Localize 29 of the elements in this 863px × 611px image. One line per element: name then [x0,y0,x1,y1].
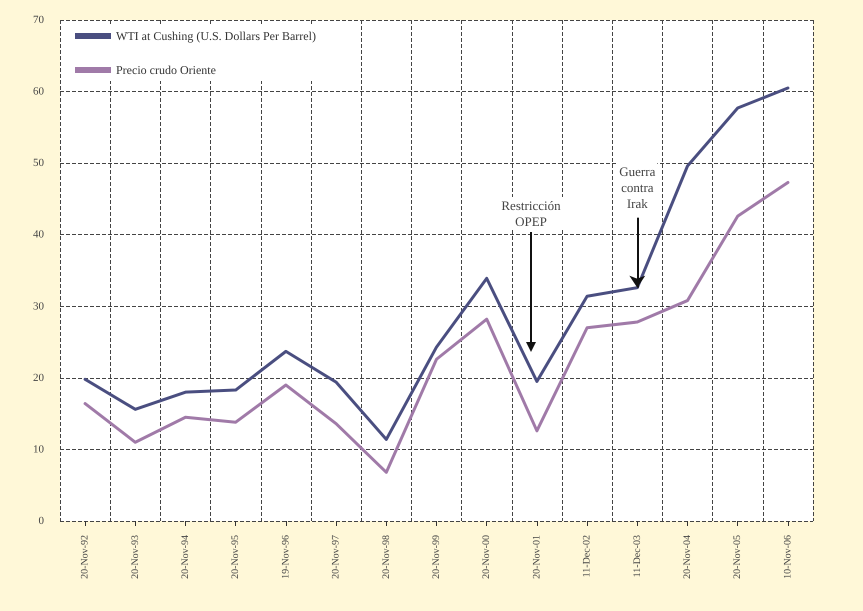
x-tick-label: 20-Nov-94 [180,535,191,579]
y-tick-label: 30 [33,300,44,312]
legend-label: Precio crudo Oriente [116,63,216,77]
x-tick-label: 20-Nov-92 [80,535,91,579]
x-tick-label: 20-Nov-93 [130,535,141,579]
x-tick-label: 11-Dec-03 [632,535,643,578]
y-tick-label: 10 [33,443,44,456]
x-tick-label: 20-Nov-95 [230,535,242,579]
x-tick-label: 20-Nov-99 [431,535,442,579]
x-tick-label: 20-Nov-98 [380,535,392,579]
legend-label: WTI at Cushing (U.S. Dollars Per Barrel) [116,29,316,43]
line-series [84,86,790,441]
x-tick-label: 20-Nov-05 [732,535,744,579]
y-tick-label: 40 [33,228,44,241]
x-tick-label: 11-Dec-02 [582,535,593,578]
line-series [84,180,790,474]
annotation: Guerra contra Irak [619,164,656,212]
x-tick-label: 20-Nov-00 [481,535,492,579]
y-tick-label: 70 [33,14,44,26]
y-tick-label: 20 [33,372,44,384]
y-tick-label: 60 [33,86,44,98]
y-tick-label: 50 [33,157,44,170]
x-tick-label: 10-Nov-06 [782,535,794,579]
x-tick-label: 20-Nov-97 [330,535,342,579]
x-tick-label: 19-Nov-96 [280,535,292,579]
y-tick-label: 0 [38,515,44,527]
x-tick-label: 20-Nov-04 [682,535,693,579]
annotation: Restricción OPEP [501,198,562,229]
x-tick-label: 20-Nov-01 [531,535,542,579]
